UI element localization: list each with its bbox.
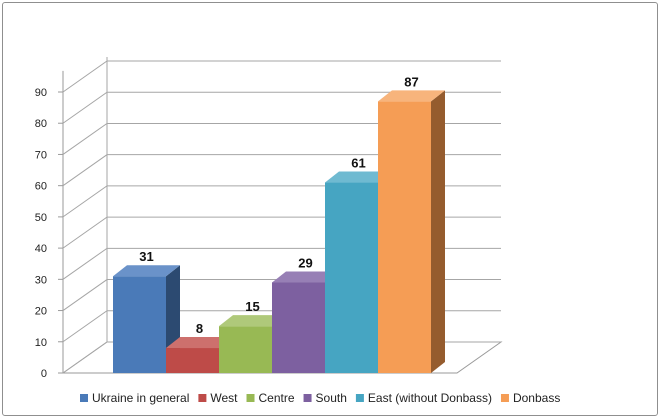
data-label: 31 [139,249,153,264]
bar-top [325,171,392,183]
legend-item: West [198,391,238,405]
legend-swatch [80,394,88,402]
bar-ukraine-in-general [113,265,180,373]
legend-label: South [316,391,347,405]
bar-donbass [378,90,445,373]
bar-front [272,282,325,373]
bar-top [166,337,233,349]
legend-item: Centre [246,391,295,405]
legend-label: West [210,391,238,405]
data-label: 29 [298,255,312,270]
bar-front [166,348,219,373]
legend: Ukraine in general West Centre South East (w… [80,391,560,405]
legend-item: South [303,391,347,405]
y-tick-label: 50 [35,212,47,224]
data-label: 61 [351,156,365,171]
data-labels: 31 8 15 29 61 87 [139,74,418,336]
gridline [62,60,501,93]
y-tick-label: 10 [35,337,47,349]
y-tick-label: 30 [35,274,47,286]
y-tick-label: 70 [35,149,47,161]
legend-item: Donbass [500,391,560,405]
bar-front [113,276,166,373]
y-axis: 0 10 20 30 40 50 60 70 80 90 [35,87,63,380]
data-label: 8 [196,321,203,336]
data-label: 87 [404,74,418,89]
legend-swatch [246,394,255,402]
bar-front [378,101,431,373]
y-tick-label: 80 [35,118,47,130]
legend-swatch [355,394,364,402]
legend-label: Donbass [513,391,560,405]
bar-top [113,265,180,277]
y-tick-label: 40 [35,243,47,255]
legend-label: East (without Donbass) [368,391,492,405]
data-label: 15 [245,299,259,314]
y-tick-label: 0 [41,368,47,380]
bars [113,90,445,373]
bar-top [272,271,339,283]
legend-swatch [198,394,207,402]
bar-side [431,90,445,373]
legend-item: Ukraine in general [80,391,189,405]
bar-front [219,326,272,373]
y-tick-label: 20 [35,306,47,318]
y-tick-label: 60 [35,181,47,193]
y-tick-label: 90 [35,87,47,99]
bar-top [378,90,445,102]
legend-label: Ukraine in general [92,391,189,405]
bar-top [219,315,286,327]
legend-swatch [303,394,312,402]
legend-item: East (without Donbass) [355,391,492,405]
legend-label: Centre [259,391,295,405]
bar-front [325,182,378,373]
legend-swatch [500,394,509,402]
